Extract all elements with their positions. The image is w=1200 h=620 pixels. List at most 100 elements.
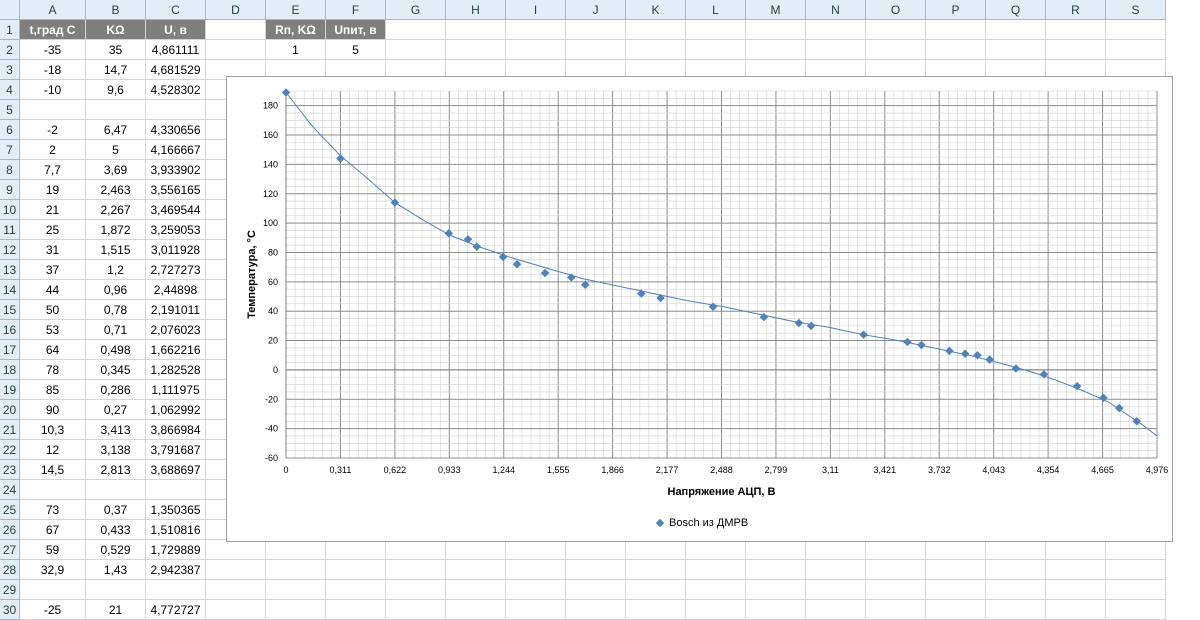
cell-c23[interactable]: 3,688697 xyxy=(146,460,206,480)
cell-c26[interactable]: 1,510816 xyxy=(146,520,206,540)
select-all-corner[interactable] xyxy=(0,0,20,20)
row-header-25[interactable]: 25 xyxy=(0,500,20,520)
column-header-j[interactable]: J xyxy=(566,0,626,20)
cell-e1[interactable]: Rп, KΩ xyxy=(266,20,326,40)
cell-h29[interactable] xyxy=(446,580,506,600)
row-header-6[interactable]: 6 xyxy=(0,120,20,140)
cell-f2[interactable]: 5 xyxy=(326,40,386,60)
row-header-11[interactable]: 11 xyxy=(0,220,20,240)
cell-h30[interactable] xyxy=(446,600,506,620)
cell-c8[interactable]: 3,933902 xyxy=(146,160,206,180)
cell-p28[interactable] xyxy=(926,560,986,580)
column-header-i[interactable]: I xyxy=(506,0,566,20)
cell-p30[interactable] xyxy=(926,600,986,620)
row-header-24[interactable]: 24 xyxy=(0,480,20,500)
cell-k28[interactable] xyxy=(626,560,686,580)
row-header-13[interactable]: 13 xyxy=(0,260,20,280)
cell-h1[interactable] xyxy=(446,20,506,40)
cell-k30[interactable] xyxy=(626,600,686,620)
cell-r30[interactable] xyxy=(1046,600,1106,620)
cell-j29[interactable] xyxy=(566,580,626,600)
row-header-21[interactable]: 21 xyxy=(0,420,20,440)
cell-b29[interactable] xyxy=(86,580,146,600)
cell-f29[interactable] xyxy=(326,580,386,600)
column-header-c[interactable]: C xyxy=(146,0,206,20)
cell-b16[interactable]: 0,71 xyxy=(86,320,146,340)
row-header-28[interactable]: 28 xyxy=(0,560,20,580)
cell-d28[interactable] xyxy=(206,560,266,580)
cell-m30[interactable] xyxy=(746,600,806,620)
cell-s27[interactable] xyxy=(1106,540,1166,560)
cell-q27[interactable] xyxy=(986,540,1046,560)
cell-c7[interactable]: 4,166667 xyxy=(146,140,206,160)
cell-c30[interactable]: 4,772727 xyxy=(146,600,206,620)
cell-i2[interactable] xyxy=(506,40,566,60)
cell-e30[interactable] xyxy=(266,600,326,620)
column-header-s[interactable]: S xyxy=(1106,0,1166,20)
cell-a28[interactable]: 32,9 xyxy=(20,560,86,580)
cell-b28[interactable]: 1,43 xyxy=(86,560,146,580)
cell-h2[interactable] xyxy=(446,40,506,60)
row-header-10[interactable]: 10 xyxy=(0,200,20,220)
cell-o27[interactable] xyxy=(866,540,926,560)
cell-a29[interactable] xyxy=(20,580,86,600)
cell-a9[interactable]: 19 xyxy=(20,180,86,200)
cell-c17[interactable]: 1,662216 xyxy=(146,340,206,360)
column-header-e[interactable]: E xyxy=(266,0,326,20)
cell-j30[interactable] xyxy=(566,600,626,620)
row-header-14[interactable]: 14 xyxy=(0,280,20,300)
row-header-16[interactable]: 16 xyxy=(0,320,20,340)
column-header-f[interactable]: F xyxy=(326,0,386,20)
cell-b3[interactable]: 14,7 xyxy=(86,60,146,80)
cell-p2[interactable] xyxy=(926,40,986,60)
cell-c1[interactable]: U, в xyxy=(146,20,206,40)
cell-l28[interactable] xyxy=(686,560,746,580)
cell-o1[interactable] xyxy=(866,20,926,40)
cell-o30[interactable] xyxy=(866,600,926,620)
column-header-q[interactable]: Q xyxy=(986,0,1046,20)
cell-j2[interactable] xyxy=(566,40,626,60)
cell-s28[interactable] xyxy=(1106,560,1166,580)
cell-o28[interactable] xyxy=(866,560,926,580)
column-header-m[interactable]: M xyxy=(746,0,806,20)
cell-f28[interactable] xyxy=(326,560,386,580)
cell-a18[interactable]: 78 xyxy=(20,360,86,380)
cell-n27[interactable] xyxy=(806,540,866,560)
row-header-15[interactable]: 15 xyxy=(0,300,20,320)
cell-a15[interactable]: 50 xyxy=(20,300,86,320)
cell-b13[interactable]: 1,2 xyxy=(86,260,146,280)
cell-b30[interactable]: 21 xyxy=(86,600,146,620)
cell-a24[interactable] xyxy=(20,480,86,500)
cell-b27[interactable]: 0,529 xyxy=(86,540,146,560)
row-header-4[interactable]: 4 xyxy=(0,80,20,100)
column-header-d[interactable]: D xyxy=(206,0,266,20)
cell-a14[interactable]: 44 xyxy=(20,280,86,300)
cell-a17[interactable]: 64 xyxy=(20,340,86,360)
cell-r2[interactable] xyxy=(1046,40,1106,60)
cell-c9[interactable]: 3,556165 xyxy=(146,180,206,200)
cell-e29[interactable] xyxy=(266,580,326,600)
cell-h28[interactable] xyxy=(446,560,506,580)
cell-c25[interactable]: 1,350365 xyxy=(146,500,206,520)
cell-c29[interactable] xyxy=(146,580,206,600)
cell-a12[interactable]: 31 xyxy=(20,240,86,260)
cell-g28[interactable] xyxy=(386,560,446,580)
cell-n30[interactable] xyxy=(806,600,866,620)
cell-b14[interactable]: 0,96 xyxy=(86,280,146,300)
row-header-18[interactable]: 18 xyxy=(0,360,20,380)
cell-j27[interactable] xyxy=(566,540,626,560)
column-header-l[interactable]: L xyxy=(686,0,746,20)
row-header-27[interactable]: 27 xyxy=(0,540,20,560)
row-header-30[interactable]: 30 xyxy=(0,600,20,620)
cell-k2[interactable] xyxy=(626,40,686,60)
column-header-o[interactable]: O xyxy=(866,0,926,20)
column-header-p[interactable]: P xyxy=(926,0,986,20)
cell-e2[interactable]: 1 xyxy=(266,40,326,60)
cell-b1[interactable]: KΩ xyxy=(86,20,146,40)
cell-c22[interactable]: 3,791687 xyxy=(146,440,206,460)
column-header-g[interactable]: G xyxy=(386,0,446,20)
row-header-1[interactable]: 1 xyxy=(0,20,20,40)
cell-l1[interactable] xyxy=(686,20,746,40)
cell-s29[interactable] xyxy=(1106,580,1166,600)
cell-i29[interactable] xyxy=(506,580,566,600)
